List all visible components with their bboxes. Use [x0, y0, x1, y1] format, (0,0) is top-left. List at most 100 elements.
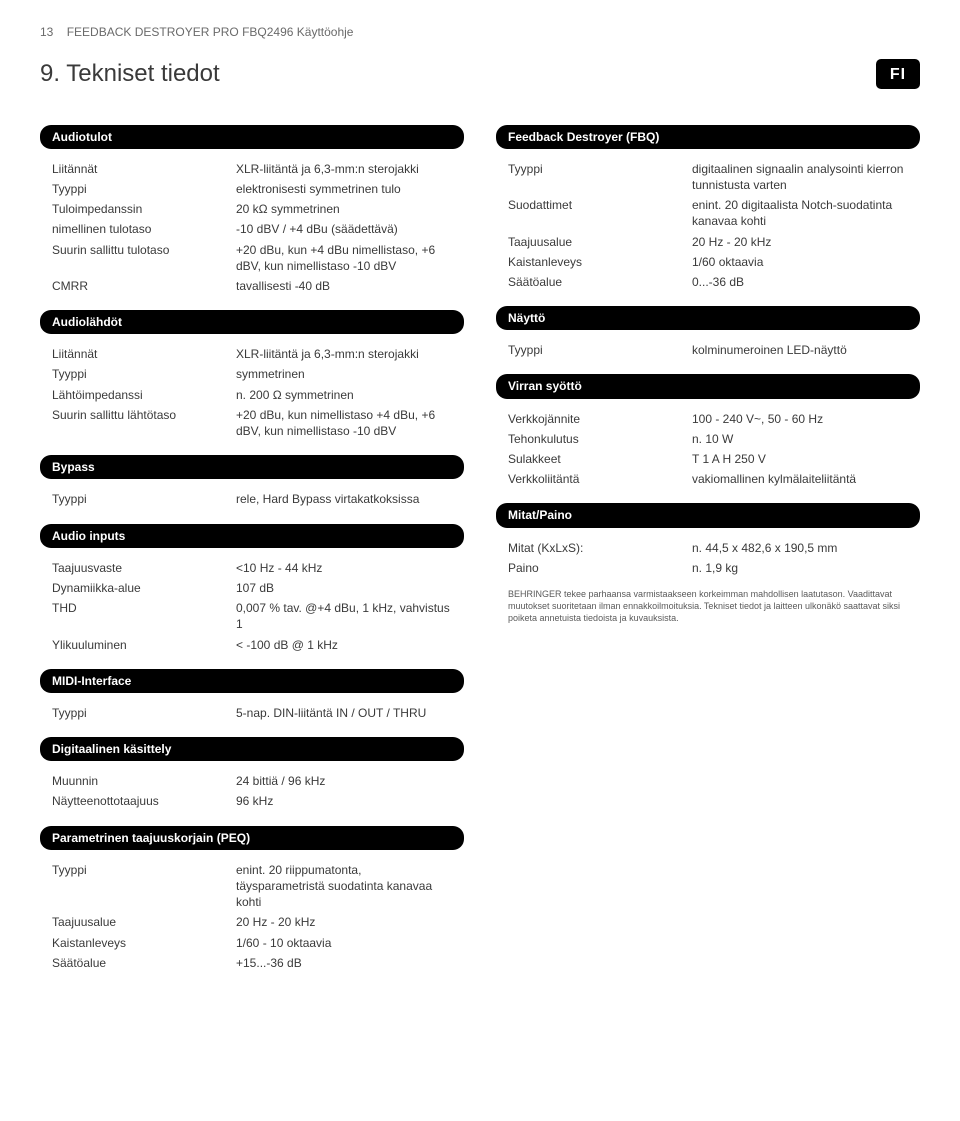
spec-label: Verkkojännite	[508, 411, 684, 427]
spec-value: 1/60 oktaavia	[692, 254, 908, 270]
spec-label: Taajuusalue	[52, 914, 228, 930]
spec-row: Lähtöimpedanssi n. 200 Ω symmetrinen	[40, 385, 464, 405]
spec-label: Ylikuuluminen	[52, 637, 228, 653]
spec-label: Suurin sallittu lähtötaso	[52, 407, 228, 439]
spec-row: Taajuusalue20 Hz - 20 kHz	[496, 232, 920, 252]
spec-value: n. 200 Ω symmetrinen	[236, 387, 452, 403]
spec-row: Mitat (KxLxS): n. 44,5 x 482,6 x 190,5 mm	[496, 538, 920, 558]
spec-row: Kaistanleveys1/60 oktaavia	[496, 252, 920, 272]
spec-row: Verkkoliitäntä vakiomallinen kylmälaiteli…	[496, 469, 920, 489]
section-head: Audiolähdöt	[40, 310, 464, 334]
spec-row: Säätöalue0...-36 dB	[496, 272, 920, 292]
spec-row: Ylikuuluminen < -100 dB @ 1 kHz	[40, 635, 464, 655]
spec-row: Tyyppidigitaalinen signaalin analysointi…	[496, 159, 920, 195]
spec-label: Verkkoliitäntä	[508, 471, 684, 487]
spec-value: symmetrinen	[236, 366, 452, 382]
spec-row: Tyyppi elektronisesti symmetrinen tulo	[40, 179, 464, 199]
spec-value: 5-nap. DIN-liitäntä IN / OUT / THRU	[236, 705, 452, 721]
spec-value: rele, Hard Bypass virtakatkoksissa	[236, 491, 452, 507]
spec-value: < -100 dB @ 1 kHz	[236, 637, 452, 653]
footnote: BEHRINGER tekee parhaansa varmistaakseen…	[496, 578, 920, 624]
spec-row: Suurin sallittu lähtötaso+20 dBu, kun ni…	[40, 405, 464, 441]
spec-value: 20 Hz - 20 kHz	[236, 914, 452, 930]
spec-value: 1/60 - 10 oktaavia	[236, 935, 452, 951]
spec-label: Paino	[508, 560, 684, 576]
columns: Audiotulot Liitännät XLR-liitäntä ja 6,3-m…	[40, 111, 920, 973]
spec-value: elektronisesti symmetrinen tulo	[236, 181, 452, 197]
spec-label: Säätöalue	[52, 955, 228, 971]
spec-row: Tehonkulutus n. 10 W	[496, 429, 920, 449]
spec-label: Liitännät	[52, 161, 228, 177]
spec-label: Tyyppi	[52, 491, 228, 507]
section-head: Audiotulot	[40, 125, 464, 149]
spec-value: enint. 20 digitaalista Notch-suodatinta …	[692, 197, 908, 229]
spec-label: Mitat (KxLxS):	[508, 540, 684, 556]
title-row: 9. Tekniset tiedot FI	[40, 58, 920, 90]
spec-value: -10 dBV / +4 dBu (säädettävä)	[236, 221, 452, 237]
spec-row: THD0,007 % tav. @+4 dBu, 1 kHz, vahvistu…	[40, 598, 464, 634]
section-head: Näyttö	[496, 306, 920, 330]
spec-label: Suurin sallittu tulotaso	[52, 242, 228, 274]
spec-row: Suodattimetenint. 20 digitaalista Notch-…	[496, 195, 920, 231]
spec-row: nimellinen tulotaso -10 dBV / +4 dBu (sää…	[40, 219, 464, 239]
spec-row: Näytteenottotaajuus 96 kHz	[40, 791, 464, 811]
right-column: Feedback Destroyer (FBQ) Tyyppidigitaalin…	[496, 111, 920, 973]
spec-label: Tyyppi	[52, 181, 228, 197]
spec-row: Tyyppi rele, Hard Bypass virtakatkoksissa	[40, 489, 464, 509]
page-number: 13	[40, 24, 53, 40]
spec-value: 20 kΩ symmetrinen	[236, 201, 452, 217]
spec-row: Taajuusalue 20 Hz - 20 kHz	[40, 912, 464, 932]
spec-value: tavallisesti -40 dB	[236, 278, 452, 294]
spec-row: Suurin sallittu tulotaso+20 dBu, kun +4 …	[40, 240, 464, 276]
spec-value: enint. 20 riippumatonta, täysparametrist…	[236, 862, 452, 911]
spec-label: nimellinen tulotaso	[52, 221, 228, 237]
spec-label: THD	[52, 600, 228, 632]
spec-label: Tuloimpedanssin	[52, 201, 228, 217]
spec-row: Painon. 1,9 kg	[496, 558, 920, 578]
spec-label: Tyyppi	[52, 705, 228, 721]
spec-label: Taajuusvaste	[52, 560, 228, 576]
spec-row: Tyyppi 5-nap. DIN-liitäntä IN / OUT / THR…	[40, 703, 464, 723]
spec-value: kolminumeroinen LED-näyttö	[692, 342, 908, 358]
spec-value: 24 bittiä / 96 kHz	[236, 773, 452, 789]
spec-row: Säätöalue +15...-36 dB	[40, 953, 464, 973]
spec-value: 107 dB	[236, 580, 452, 596]
spec-label: Tyyppi	[52, 862, 228, 911]
spec-label: Suodattimet	[508, 197, 684, 229]
spec-row: Taajuusvaste <10 Hz - 44 kHz	[40, 558, 464, 578]
doc-title: FEEDBACK DESTROYER PRO FBQ2496 Käyttöohj…	[67, 25, 354, 39]
language-badge: FI	[876, 59, 920, 89]
spec-label: Kaistanleveys	[52, 935, 228, 951]
spec-row: Tyyppi symmetrinen	[40, 364, 464, 384]
spec-value: vakiomallinen kylmälaiteliitäntä	[692, 471, 908, 487]
section-head: MIDI-Interface	[40, 669, 464, 693]
spec-value: +20 dBu, kun +4 dBu nimellistaso, +6 dBV…	[236, 242, 452, 274]
spec-row: Liitännät XLR-liitäntä ja 6,3-mm:n steroj…	[40, 159, 464, 179]
spec-label: Tyyppi	[52, 366, 228, 382]
spec-row: SulakkeetT 1 A H 250 V	[496, 449, 920, 469]
spec-row: LiitännätXLR-liitäntä ja 6,3-mm:n steroj…	[40, 344, 464, 364]
spec-value: <10 Hz - 44 kHz	[236, 560, 452, 576]
spec-row: Tuloimpedanssin 20 kΩ symmetrinen	[40, 199, 464, 219]
spec-value: T 1 A H 250 V	[692, 451, 908, 467]
section-head: Digitaalinen käsittely	[40, 737, 464, 761]
spec-row: Kaistanleveys 1/60 - 10 oktaavia	[40, 933, 464, 953]
spec-value: 0,007 % tav. @+4 dBu, 1 kHz, vahvistus 1	[236, 600, 452, 632]
section-head: Feedback Destroyer (FBQ)	[496, 125, 920, 149]
section-head: Virran syöttö	[496, 374, 920, 398]
spec-value: n. 10 W	[692, 431, 908, 447]
spec-row: Muunnin24 bittiä / 96 kHz	[40, 771, 464, 791]
spec-label: Lähtöimpedanssi	[52, 387, 228, 403]
spec-label: Dynamiikka-alue	[52, 580, 228, 596]
page-header: 13 FEEDBACK DESTROYER PRO FBQ2496 Käyttö…	[40, 24, 920, 40]
spec-value: n. 44,5 x 482,6 x 190,5 mm	[692, 540, 908, 556]
spec-row: Verkkojännite100 - 240 V~, 50 - 60 Hz	[496, 409, 920, 429]
spec-label: Tehonkulutus	[508, 431, 684, 447]
spec-value: 96 kHz	[236, 793, 452, 809]
spec-value: XLR-liitäntä ja 6,3-mm:n sterojakki	[236, 346, 452, 362]
spec-value: XLR-liitäntä ja 6,3-mm:n sterojakki	[236, 161, 452, 177]
section-head: Audio inputs	[40, 524, 464, 548]
spec-label: Näytteenottotaajuus	[52, 793, 228, 809]
spec-value: +20 dBu, kun nimellistaso +4 dBu, +6 dBV…	[236, 407, 452, 439]
spec-value: +15...-36 dB	[236, 955, 452, 971]
